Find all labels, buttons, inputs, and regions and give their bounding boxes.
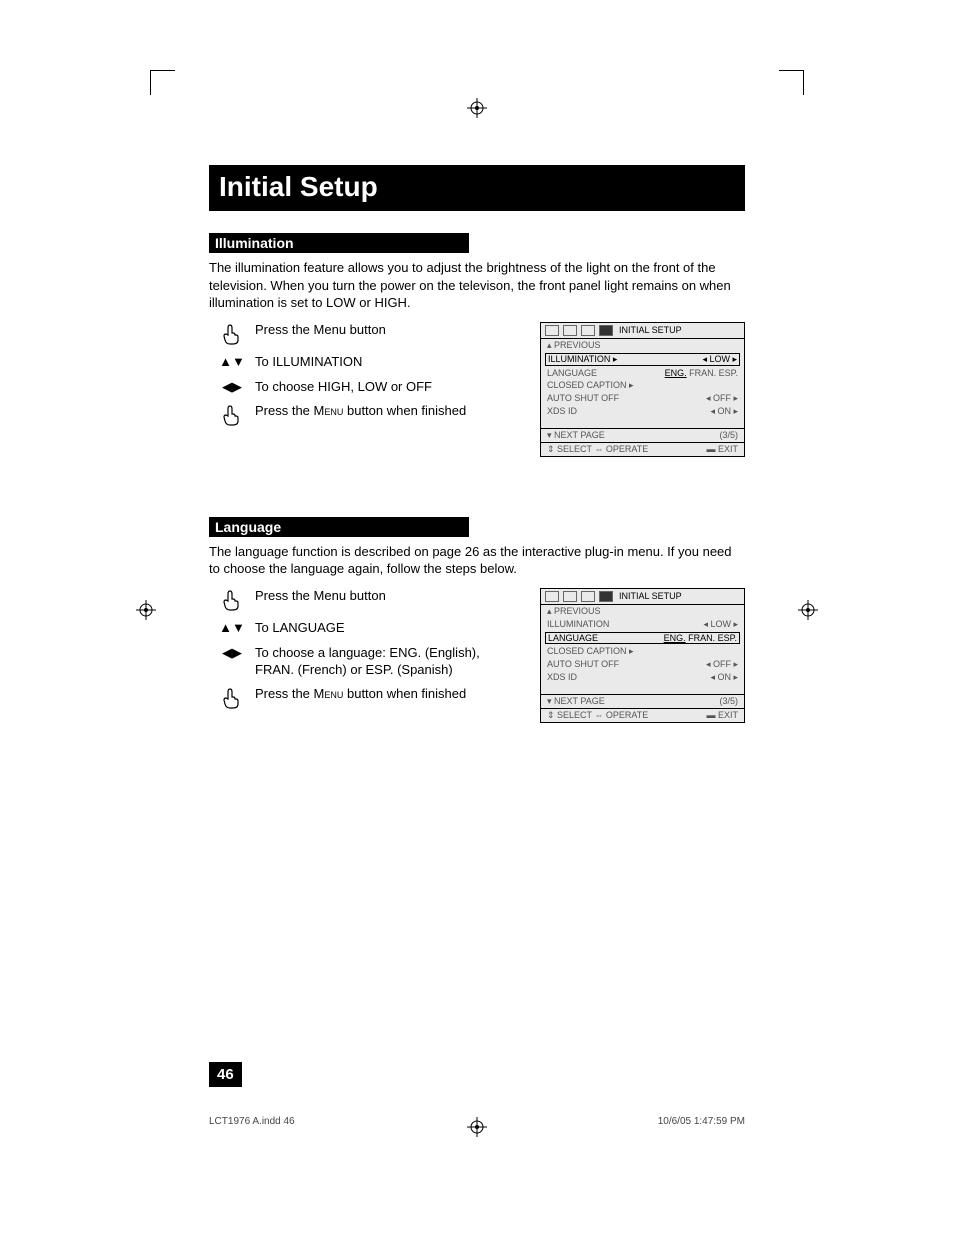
osd-illumination: INITIAL SETUP ▴ PREVIOUS ILLUMINATION ▸◂…	[540, 322, 745, 457]
osd-previous: ▴ PREVIOUS	[541, 605, 744, 618]
osd-next-page: ▾ NEXT PAGE(3/5)	[541, 694, 744, 708]
section-heading-language: Language	[209, 517, 469, 537]
osd-row: AUTO SHUT OFF◂ OFF ▸	[541, 392, 744, 405]
osd-row: AUTO SHUT OFF◂ OFF ▸	[541, 658, 744, 671]
step-text: Press the Menu button	[255, 322, 520, 339]
step-text: Press the Menu button	[255, 588, 520, 605]
step-text: Press the Menu button when finished	[255, 686, 520, 703]
step-text: To ILLUMINATION	[255, 354, 520, 371]
section-heading-illumination: Illumination	[209, 233, 469, 253]
hand-icon	[209, 322, 255, 346]
osd-next-page: ▾ NEXT PAGE(3/5)	[541, 428, 744, 442]
osd-language: INITIAL SETUP ▴ PREVIOUS ILLUMINATION◂ L…	[540, 588, 745, 723]
osd-tab-icon	[545, 591, 559, 602]
illumination-steps: Press the Menu button ▲▼ To ILLUMINATION…	[209, 322, 520, 457]
step-text: To choose HIGH, LOW or OFF	[255, 379, 520, 396]
osd-footer: ⇕ SELECT ⇔ OPERATE▬ EXIT	[541, 442, 744, 456]
osd-previous: ▴ PREVIOUS	[541, 339, 744, 352]
osd-tab-icon	[581, 591, 595, 602]
step-text: Press the Menu button when finished	[255, 403, 520, 420]
osd-tab-icon	[563, 325, 577, 336]
osd-title: INITIAL SETUP	[619, 325, 682, 335]
step-text: To LANGUAGE	[255, 620, 520, 637]
step-text-sc: Menu	[314, 686, 344, 701]
osd-tab-icon	[599, 325, 613, 336]
osd-row: CLOSED CAPTION ▸	[541, 645, 744, 658]
step-text: To choose a language: ENG. (English), FR…	[255, 645, 520, 679]
page-content: Initial Setup Illumination The illuminat…	[209, 165, 745, 723]
osd-value: ENG.	[664, 633, 686, 643]
up-down-arrows-icon: ▲▼	[209, 620, 255, 635]
osd-row: LANGUAGEENG. FRAN. ESP.	[541, 367, 744, 379]
hand-icon	[209, 588, 255, 612]
osd-header: INITIAL SETUP	[541, 589, 744, 605]
osd-header: INITIAL SETUP	[541, 323, 744, 339]
osd-row: XDS ID◂ ON ▸	[541, 671, 744, 684]
language-steps: Press the Menu button ▲▼ To LANGUAGE ◀▶ …	[209, 588, 520, 723]
step-text-sc: Menu	[314, 403, 344, 418]
osd-row: ILLUMINATION ▸◂ LOW ▸	[545, 353, 740, 366]
osd-tab-icon	[545, 325, 559, 336]
osd-row: LANGUAGEENG. FRAN. ESP.	[545, 632, 740, 644]
step-text-post: button when finished	[343, 403, 466, 418]
left-right-arrows-icon: ◀▶	[209, 645, 255, 661]
step-text-post: button when finished	[343, 686, 466, 701]
osd-tab-icon	[581, 325, 595, 336]
up-down-arrows-icon: ▲▼	[209, 354, 255, 369]
step-text-pre: Press the	[255, 686, 314, 701]
osd-title: INITIAL SETUP	[619, 591, 682, 601]
registration-mark-right	[798, 600, 818, 620]
page-number: 46	[209, 1062, 242, 1087]
language-body: The language function is described on pa…	[209, 543, 745, 578]
crop-mark-tr	[779, 70, 804, 95]
registration-mark-left	[136, 600, 156, 620]
step-text-pre: Press the	[255, 403, 314, 418]
footer-right: 10/6/05 1:47:59 PM	[658, 1116, 745, 1127]
osd-tab-icon	[599, 591, 613, 602]
illumination-body: The illumination feature allows you to a…	[209, 259, 745, 312]
page-title: Initial Setup	[209, 165, 745, 211]
osd-row: ILLUMINATION◂ LOW ▸	[541, 618, 744, 631]
hand-icon	[209, 686, 255, 710]
osd-footer: ⇕ SELECT ⇔ OPERATE▬ EXIT	[541, 708, 744, 722]
osd-value: ENG.	[665, 368, 687, 378]
crop-mark-tl	[150, 70, 175, 95]
print-footer: LCT1976 A.indd 46 10/6/05 1:47:59 PM	[209, 1116, 745, 1127]
footer-left: LCT1976 A.indd 46	[209, 1116, 295, 1127]
osd-row: XDS ID◂ ON ▸	[541, 405, 744, 418]
left-right-arrows-icon: ◀▶	[209, 379, 255, 395]
registration-mark-top	[467, 98, 487, 118]
osd-tab-icon	[563, 591, 577, 602]
osd-row: CLOSED CAPTION ▸	[541, 379, 744, 392]
hand-icon	[209, 403, 255, 427]
